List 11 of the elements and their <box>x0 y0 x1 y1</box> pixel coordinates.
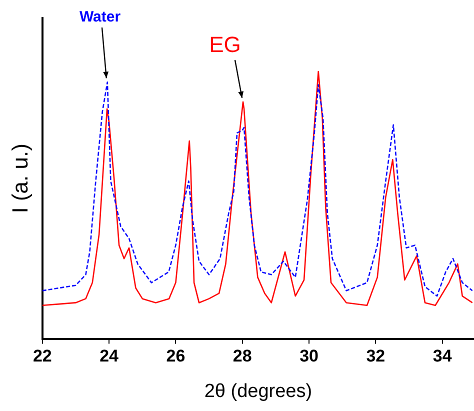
x-tick-label: 28 <box>232 346 252 366</box>
x-axis-title: 2θ (degrees) <box>204 380 312 402</box>
x-tick-label: 22 <box>32 346 52 366</box>
x-tick-label: 32 <box>366 346 386 366</box>
x-tick-label: 26 <box>166 346 186 366</box>
text: EG <box>209 32 241 58</box>
y-axis-title: I (a. u.) <box>7 144 32 214</box>
x-tick-label: 24 <box>100 346 120 366</box>
x-tick-label: 30 <box>300 346 318 366</box>
x-tick-label: 34 <box>432 346 452 366</box>
text: Water <box>79 8 121 26</box>
